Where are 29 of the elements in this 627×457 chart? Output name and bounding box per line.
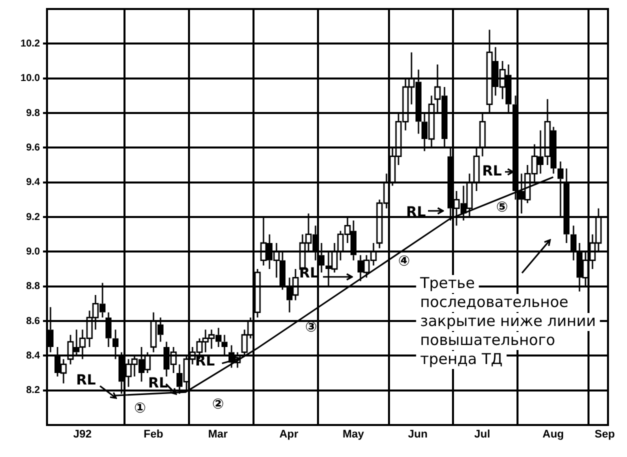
- x-tick-label: May: [342, 428, 365, 441]
- x-tick-label: Jun: [408, 428, 428, 441]
- x-tick-label: Aug: [542, 428, 564, 441]
- x-tick-label: Apr: [279, 428, 299, 441]
- annotation: RL: [482, 164, 502, 180]
- x-tick-label: Mar: [208, 428, 228, 441]
- y-tick-label: 9.6: [26, 142, 40, 154]
- x-tick-label: Jul: [474, 428, 490, 441]
- y-tick-label: 9.2: [26, 212, 40, 223]
- annotation: ⑤: [496, 200, 508, 216]
- annotation: RL: [76, 372, 96, 389]
- annotation: ①: [134, 400, 146, 417]
- y-tick-label: 9.8: [26, 108, 40, 119]
- x-tick-label: Sep: [594, 428, 616, 441]
- y-tick-label: 9.4: [26, 177, 40, 188]
- y-tick-label: 9.0: [26, 246, 40, 258]
- annotation: ③: [305, 320, 318, 336]
- y-tick-label: 10.2: [20, 38, 40, 50]
- x-tick-label: J92: [73, 428, 92, 441]
- x-tick-label: Feb: [144, 428, 164, 441]
- annotation: RL: [148, 376, 168, 392]
- annotation: ②: [212, 396, 224, 413]
- annotation: Третье последовательное закрытие ниже линии повышательного тренда ТД: [419, 274, 596, 368]
- y-tick-label: 8.2: [26, 385, 40, 396]
- y-tick-label: 10.0: [20, 73, 40, 84]
- y-tick-label: 8.8: [26, 281, 40, 292]
- annotation: ④: [398, 254, 410, 270]
- y-tick-label: 8.6: [26, 316, 40, 327]
- y-tick-label: 8.4: [26, 350, 40, 362]
